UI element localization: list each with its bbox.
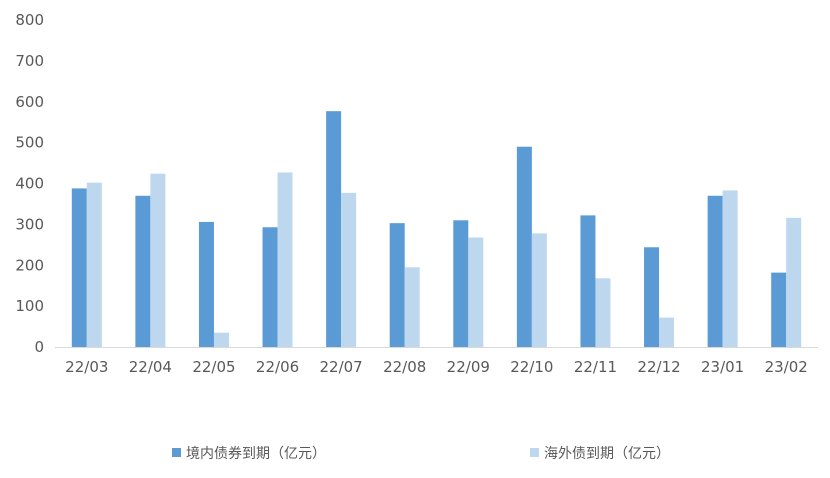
bar-series-1 — [580, 215, 596, 347]
bar-series-2 — [277, 172, 293, 347]
bar-series-1 — [326, 111, 342, 348]
bar-series-1 — [771, 272, 787, 347]
bar-series-1 — [516, 146, 532, 347]
x-tick-label: 22/08 — [383, 358, 426, 376]
y-tick-label: 600 — [15, 93, 44, 111]
legend-label: 海外债到期（亿元） — [544, 446, 670, 462]
bar-series-1 — [262, 227, 278, 347]
y-tick-label: 400 — [15, 175, 44, 193]
bar-series-2 — [468, 237, 484, 347]
bar-series-2 — [595, 278, 611, 347]
bar-series-1 — [707, 195, 723, 347]
x-tick-label: 22/07 — [320, 358, 363, 376]
x-tick-label: 22/09 — [447, 358, 490, 376]
x-tick-label: 23/01 — [701, 358, 744, 376]
y-tick-label: 200 — [15, 256, 44, 274]
x-tick-label: 22/03 — [65, 358, 108, 376]
legend-label: 境内债券到期（亿元） — [186, 446, 326, 462]
bar-series-2 — [722, 190, 738, 347]
bar-series-2 — [341, 192, 357, 347]
legend: 境内债券到期（亿元） 海外债到期（亿元） — [172, 446, 670, 462]
legend-swatch — [530, 448, 539, 457]
x-tick-label: 22/11 — [574, 358, 617, 376]
bar-series-2 — [531, 233, 547, 347]
x-tick-label: 23/02 — [765, 358, 808, 376]
bar-series-2 — [659, 317, 675, 347]
x-tick-label: 22/10 — [510, 358, 553, 376]
y-tick-label: 300 — [15, 215, 44, 233]
y-tick-label: 100 — [15, 297, 44, 315]
bar-series-1 — [644, 247, 660, 347]
x-tick-label: 22/06 — [256, 358, 299, 376]
bar-series-2 — [404, 267, 420, 347]
x-tick-label: 22/05 — [192, 358, 235, 376]
y-tick-label: 800 — [15, 11, 44, 29]
x-tick-label: 22/12 — [637, 358, 680, 376]
bar-series-1 — [135, 195, 151, 347]
bar-series-1 — [453, 220, 469, 347]
y-axis: 0 100 200 300 400 500 600 700 800 — [15, 11, 44, 356]
bar-series-1 — [71, 188, 87, 347]
bar-series-2 — [86, 182, 102, 347]
bars — [71, 111, 802, 348]
legend-swatch — [172, 448, 181, 457]
y-tick-label: 500 — [15, 134, 44, 152]
x-axis: 22/03 22/04 22/05 22/06 22/07 22/08 22/09 22/10… — [55, 347, 818, 376]
y-tick-label: 700 — [15, 52, 44, 70]
bar-series-2 — [786, 217, 802, 347]
y-tick-label: 0 — [34, 338, 44, 356]
x-tick-label: 22/04 — [129, 358, 172, 376]
bar-series-1 — [198, 221, 214, 347]
bar-series-2 — [150, 173, 166, 347]
bar-series-2 — [213, 332, 229, 347]
bar-series-1 — [389, 223, 405, 347]
